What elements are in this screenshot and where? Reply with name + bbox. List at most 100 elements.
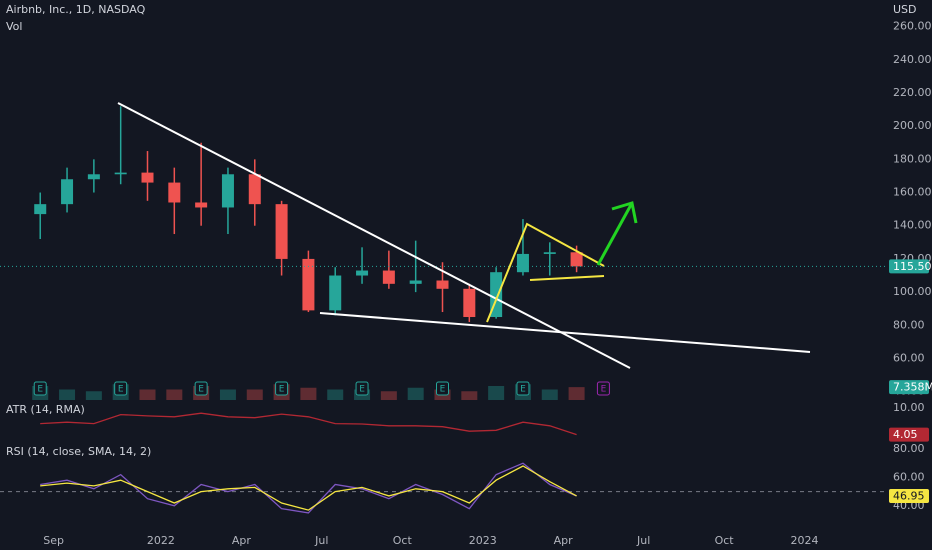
candle-body xyxy=(141,172,154,183)
candle-body xyxy=(329,275,342,311)
y-tick-label: 160.00 xyxy=(893,186,932,199)
volume-bar xyxy=(246,389,263,400)
candle-body xyxy=(168,182,181,203)
volume-bar xyxy=(327,389,344,400)
volume-bar xyxy=(59,389,76,400)
earnings-label: E xyxy=(359,385,365,395)
volume-bar xyxy=(166,389,183,400)
x-tick-label: Jul xyxy=(314,534,328,547)
y-tick-label: 140.00 xyxy=(893,219,932,232)
volume-bar xyxy=(139,389,156,400)
x-tick-label: 2022 xyxy=(147,534,175,547)
currency-label: USD xyxy=(893,3,917,16)
last-price-label-box xyxy=(889,259,929,274)
candle-body xyxy=(114,172,127,175)
x-tick-label: Oct xyxy=(715,534,735,547)
earnings-label: E xyxy=(37,385,43,395)
candle-body xyxy=(61,179,74,205)
x-tick-label: Apr xyxy=(554,534,574,547)
earnings-marker xyxy=(516,381,530,396)
volume-bar xyxy=(461,391,478,400)
volume-title: Vol xyxy=(6,20,22,33)
last-value-box xyxy=(889,427,929,442)
drawings xyxy=(117,102,811,369)
trend-line xyxy=(319,312,811,353)
candle-body xyxy=(248,174,261,205)
candle-body xyxy=(221,174,234,208)
indicator-line xyxy=(40,465,577,511)
earnings-marker xyxy=(194,381,208,396)
last-volume-label-box xyxy=(889,380,929,395)
volume-bar xyxy=(541,389,558,400)
earnings-label: E xyxy=(440,385,446,395)
earnings-marker xyxy=(114,381,128,396)
y-tick-label: 60.00 xyxy=(893,470,925,483)
earnings-label: E xyxy=(118,385,124,395)
last-price-label: 115.50 xyxy=(893,260,932,273)
volume-bar xyxy=(380,391,397,400)
y-tick-label: 100.00 xyxy=(893,285,932,298)
candle-body xyxy=(275,204,288,259)
indicator-line xyxy=(40,412,577,436)
earnings-marker xyxy=(275,381,289,396)
last-value-box xyxy=(889,488,929,503)
candle-body xyxy=(34,204,47,215)
earnings-label: E xyxy=(601,385,607,395)
indicator-line xyxy=(40,462,577,514)
earnings-marker xyxy=(596,381,610,396)
candle-body xyxy=(356,270,369,276)
rsi-title: RSI (14, close, SMA, 14, 2) xyxy=(6,445,151,458)
earnings-label: E xyxy=(279,385,285,395)
candle-body xyxy=(195,202,208,208)
y-tick-label: 240.00 xyxy=(893,53,932,66)
labels: Sep2022AprJulOct2023AprJulOct202440.0060… xyxy=(37,20,932,547)
last-volume-label: 7.358M xyxy=(893,381,932,394)
earnings-label: E xyxy=(198,385,204,395)
candle-body xyxy=(87,174,100,180)
last-value-label: 4.05 xyxy=(893,428,918,441)
volume-bar xyxy=(219,389,236,400)
y-tick-label: 80.00 xyxy=(893,442,925,455)
candle-body xyxy=(302,258,315,311)
y-tick-label: 10.00 xyxy=(893,401,925,414)
candle-body xyxy=(543,252,556,254)
volume-bar xyxy=(300,387,317,400)
volume-bar xyxy=(488,386,505,400)
candle-body xyxy=(436,280,449,289)
x-tick-label: 2024 xyxy=(791,534,819,547)
arrow xyxy=(596,202,634,266)
volume-bar xyxy=(568,387,585,400)
earnings-marker xyxy=(436,381,449,396)
volume-bar xyxy=(407,387,424,400)
last-value-label: 46.95 xyxy=(893,489,925,502)
x-tick-label: Oct xyxy=(393,534,413,547)
earnings-marker xyxy=(33,381,47,396)
candle-body xyxy=(409,280,422,284)
y-tick-label: 60.00 xyxy=(893,352,925,365)
candle-body xyxy=(463,288,476,318)
earnings-marker xyxy=(355,381,369,396)
x-tick-label: Jul xyxy=(636,534,650,547)
y-tick-label: 260.00 xyxy=(893,20,932,33)
x-tick-label: 2023 xyxy=(469,534,497,547)
y-tick-label: 220.00 xyxy=(893,86,932,99)
pattern-line xyxy=(529,275,605,281)
candle-body xyxy=(516,253,529,273)
arrow-head xyxy=(611,201,638,224)
marks xyxy=(0,106,885,514)
trend-line xyxy=(117,102,631,369)
x-tick-label: Apr xyxy=(232,534,252,547)
y-tick-label: 180.00 xyxy=(893,152,932,165)
x-tick-label: Sep xyxy=(43,534,64,547)
y-tick-label: 80.00 xyxy=(893,318,925,331)
chart-title: Airbnb, Inc., 1D, NASDAQ xyxy=(6,3,146,16)
volume-bar xyxy=(85,391,102,400)
atr-title: ATR (14, RMA) xyxy=(6,403,85,416)
candle-body xyxy=(382,270,395,284)
candle-body xyxy=(570,252,583,267)
pattern-line xyxy=(486,222,605,323)
y-tick-label: 200.00 xyxy=(893,119,932,132)
